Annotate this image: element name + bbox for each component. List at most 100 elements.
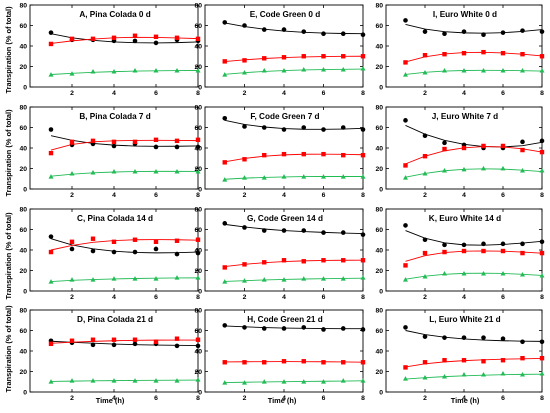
data-point-green (340, 276, 346, 281)
data-point-red (500, 143, 506, 149)
x-tick-label: 4 (462, 192, 466, 199)
panel-title: A, Pina Colada 0 d (79, 10, 150, 19)
fit-line-black (405, 230, 543, 246)
data-point-green (461, 270, 467, 276)
data-point-red (461, 145, 467, 151)
data-point-red (222, 360, 227, 365)
y-tick-label: 80 (19, 2, 27, 9)
y-tick-label: 20 (194, 369, 202, 376)
panel-title: J, Euro White 7 d (432, 112, 498, 121)
data-point-green (48, 72, 54, 77)
y-tick-label: 0 (23, 186, 27, 193)
data-point-green (222, 177, 228, 182)
data-point-green (132, 276, 138, 281)
fit-line-red (405, 250, 543, 262)
x-tick-label: 2 (243, 90, 247, 97)
panel-l: L, Euro White 21 d 0 20 40 60 80 2 4 6 8 (375, 307, 545, 402)
data-point-red (500, 358, 506, 363)
fit-line-black (50, 135, 199, 147)
data-point-green (90, 69, 96, 74)
data-point-green (360, 275, 366, 280)
data-point-green (69, 277, 75, 282)
data-point-red (262, 56, 267, 61)
data-point-green (111, 168, 117, 174)
fit-line-red (50, 239, 199, 251)
data-point-black (48, 30, 54, 35)
data-point-red (481, 359, 486, 364)
data-point-green (360, 174, 366, 179)
panel-i: I, Euro White 0 d 0 20 40 60 80 2 4 6 8 (375, 2, 545, 97)
y-tick-label: 60 (19, 23, 27, 30)
x-tick-label: 8 (196, 395, 200, 402)
data-point-black (520, 28, 525, 33)
data-point-black (360, 232, 366, 237)
data-point-black (520, 139, 525, 145)
data-point-red (48, 150, 54, 156)
data-point-green (520, 167, 525, 173)
x-tick-label: 2 (70, 90, 74, 97)
x-tick-label: 4 (282, 395, 286, 402)
x-tick-label: 6 (322, 192, 326, 199)
data-point-red (195, 137, 201, 142)
data-point-green (242, 278, 247, 283)
x-tick-label: 4 (282, 192, 286, 199)
data-point-red (132, 139, 138, 145)
data-point-green (153, 276, 159, 281)
y-tick-label: 60 (194, 23, 202, 30)
data-point-red (222, 59, 227, 64)
data-point-green (520, 371, 525, 377)
fit-line-green (224, 68, 364, 75)
fit-line-red (50, 339, 198, 344)
data-point-red (539, 355, 545, 361)
data-point-green (132, 68, 138, 73)
data-point-red (153, 239, 159, 244)
data-point-red (422, 154, 428, 159)
data-point-black (481, 32, 486, 38)
data-point-green (481, 371, 486, 377)
data-point-red (69, 36, 75, 42)
data-point-black (174, 251, 180, 257)
data-point-green (539, 273, 545, 278)
data-point-black (281, 326, 287, 331)
data-point-black (481, 241, 486, 247)
data-point-red (341, 152, 346, 158)
data-point-black (281, 228, 287, 233)
data-point-black (403, 223, 408, 228)
data-point-red (481, 248, 486, 254)
x-tick-label: 6 (154, 395, 158, 402)
data-point-green (261, 68, 267, 73)
y-tick-label: 40 (375, 43, 383, 50)
data-point-green (281, 174, 287, 179)
data-point-green (69, 171, 75, 176)
data-point-red (301, 151, 306, 157)
y-tick-label: 40 (19, 348, 27, 355)
data-point-black (153, 40, 159, 46)
data-point-green (111, 69, 117, 74)
data-point-red (442, 146, 447, 152)
y-tick-label: 40 (375, 145, 383, 152)
y-tick-label: 0 (23, 389, 27, 396)
data-point-red (341, 360, 346, 365)
data-point-red (48, 341, 54, 347)
data-point-red (321, 360, 326, 365)
fit-line-green (405, 272, 543, 280)
x-tick-label: 6 (322, 395, 326, 402)
data-point-green (321, 379, 326, 384)
data-point-red (69, 139, 75, 145)
x-tick-label: 4 (282, 294, 286, 301)
data-point-black (461, 242, 467, 248)
fit-line-green (50, 379, 199, 382)
data-point-green (321, 276, 326, 281)
data-point-green (539, 370, 545, 376)
y-tick-label: 0 (23, 288, 27, 295)
fit-line-green (224, 277, 364, 282)
y-tick-label: 60 (19, 328, 27, 335)
data-point-green (69, 378, 75, 383)
data-point-green (360, 65, 366, 71)
data-point-red (461, 248, 467, 254)
y-tick-label: 20 (375, 268, 383, 275)
fit-line-black (50, 33, 199, 44)
data-point-black (261, 228, 267, 233)
data-point-green (132, 378, 138, 383)
y-tick-label: 20 (19, 64, 27, 71)
